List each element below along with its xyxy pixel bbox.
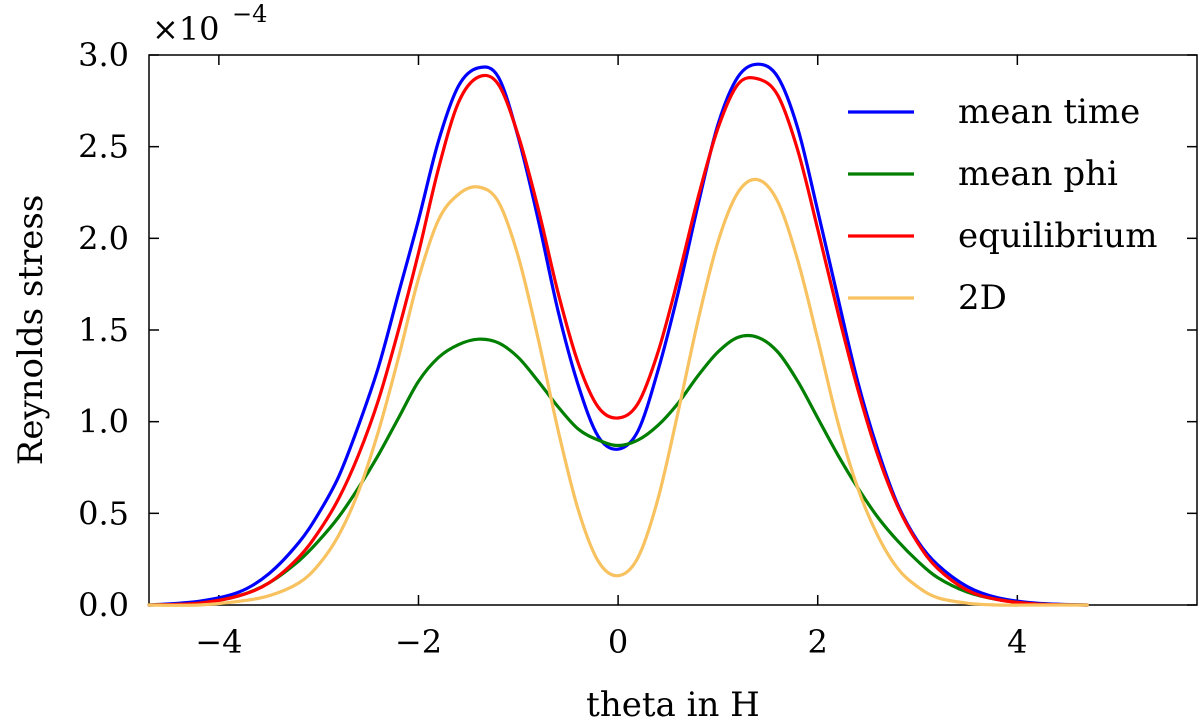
y-tick-label: 0.5 <box>78 494 129 532</box>
legend: mean time mean phi equilibrium 2D <box>848 92 1157 318</box>
y-multiplier: ×10 −4 <box>152 0 267 48</box>
series-line-equilibrium <box>147 73 1089 607</box>
legend-label-equilibrium: equilibrium <box>958 216 1157 256</box>
x-tick-label: 4 <box>1007 623 1027 661</box>
legend-label-mean-time: mean time <box>958 92 1140 132</box>
y-tick-label: 3.0 <box>78 36 129 74</box>
x-axis-title: theta in H <box>586 685 760 724</box>
x-tick-label: −2 <box>395 623 442 661</box>
x-tick-label: 0 <box>608 623 628 661</box>
y-axis-title: Reynolds stress <box>11 195 51 466</box>
y-tick-label: 1.0 <box>78 403 129 441</box>
series-layer <box>147 62 1089 607</box>
legend-label-mean-phi: mean phi <box>958 154 1118 194</box>
x-tick-label: 2 <box>808 623 828 661</box>
y-tick-label: 0.0 <box>78 586 129 624</box>
y-multiplier-exponent: −4 <box>232 0 267 28</box>
y-tick-label: 2.0 <box>78 219 129 257</box>
series-line-mean-time <box>147 62 1089 607</box>
y-tick-label: 1.5 <box>78 311 129 349</box>
series-line-2d <box>147 177 1089 607</box>
y-tick-label: 2.5 <box>78 128 129 166</box>
legend-label-2d: 2D <box>958 278 1007 318</box>
axis-ticks: −4 −2 0 2 4 0.0 0.5 1.0 1.5 2.0 2.5 3.0 <box>78 36 1197 661</box>
plot-frame <box>148 54 1198 606</box>
x-tick-label: −4 <box>195 623 242 661</box>
y-multiplier-base: ×10 <box>152 10 220 48</box>
series-line-mean-phi <box>147 333 1089 607</box>
